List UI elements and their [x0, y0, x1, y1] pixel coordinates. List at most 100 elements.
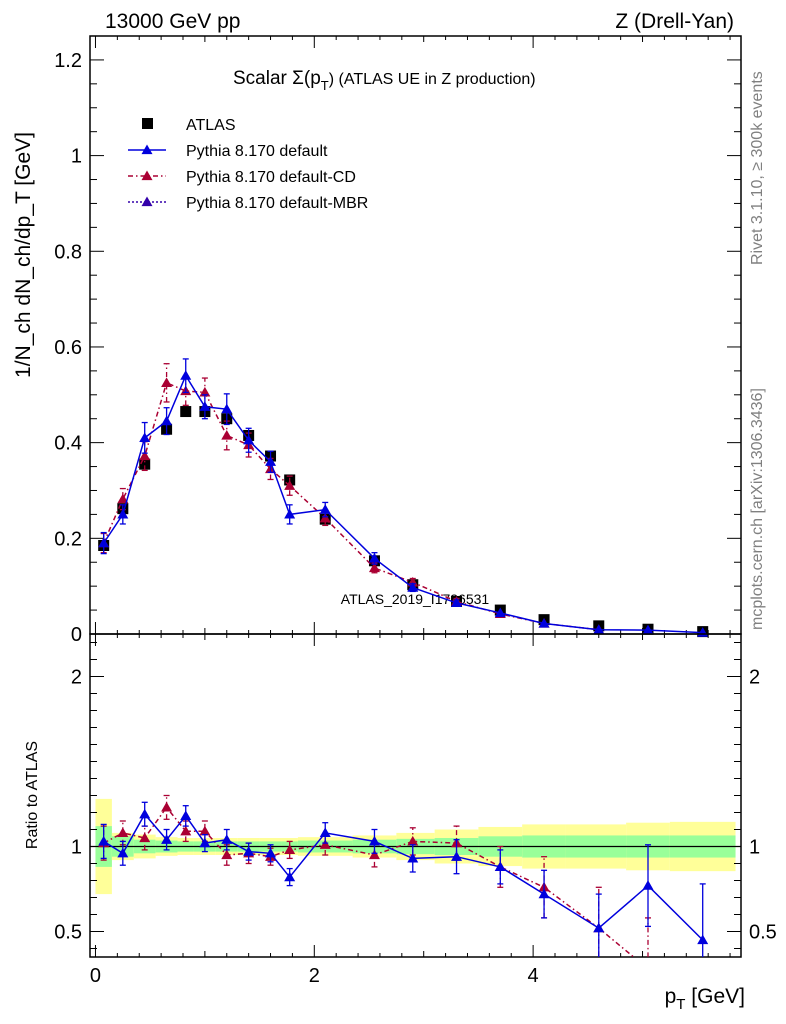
default-marker	[117, 508, 129, 519]
cd-ratio-marker	[319, 839, 331, 849]
default-marker	[161, 415, 173, 426]
ratio-panel: 0.5 0.5 1 1 2 2 0 2 4 Ratio to ATLAS pT [GeV]	[24, 633, 777, 1013]
legend-marker-mbr	[141, 196, 153, 207]
default-marker	[494, 607, 506, 618]
x-axis-label-rest: [GeV]	[685, 985, 745, 1008]
main-axis-ticks	[90, 35, 741, 635]
x-axis-label-sub: T	[676, 996, 685, 1013]
cd-marker	[117, 493, 129, 504]
default-ratio-marker	[642, 880, 654, 890]
main-panel: 00.20.40.60.811.2 ATLAS_2019_I1736531 Sc…	[12, 35, 742, 646]
default-ratio-marker	[494, 861, 506, 872]
default-ratio-marker	[538, 888, 550, 899]
main-title-rest: ) (ATLAS UE in Z production)	[329, 71, 536, 88]
atlas-data-point	[180, 406, 192, 418]
default-marker	[243, 434, 255, 445]
default-ratio-marker	[368, 835, 380, 846]
default-ratio-marker	[284, 871, 296, 882]
cd-ratio-marker	[221, 849, 233, 860]
ratio-plot-area	[98, 794, 709, 957]
default-ratio-marker	[265, 847, 277, 858]
default-marker	[642, 624, 654, 635]
default-marker	[265, 456, 277, 466]
legend-marker-default	[141, 144, 153, 155]
default-ratio-marker	[161, 834, 173, 844]
header-left-label: 13000 GeV pp	[105, 10, 240, 33]
main-y-tick-label: 1.2	[54, 50, 82, 72]
cd-marker	[319, 512, 331, 523]
default-ratio-marker	[98, 835, 110, 846]
default-marker	[139, 432, 151, 442]
legend-label-default: Pythia 8.170 default	[186, 143, 328, 160]
default-ratio-marker	[697, 934, 709, 945]
default-marker	[180, 370, 192, 380]
main-y-tick-labels: 0 0.2 0.4 0.6 0.8 1 1.2	[54, 50, 82, 646]
cd-ratio-marker	[284, 844, 296, 855]
main-y-axis-label: 1/N_ch dN_ch/dp_T [GeV]	[12, 132, 35, 378]
ratio-y-tick-label: 2	[71, 667, 82, 689]
atlas-data-point	[139, 458, 151, 470]
x-tick-labels: 0 2 4	[90, 965, 539, 987]
ratio-axis-ticks	[90, 634, 741, 957]
default-marker	[593, 624, 605, 634]
default-ratio-marker	[407, 852, 419, 863]
cd-marker	[368, 562, 380, 573]
header-right-label: Z (Drell-Yan)	[615, 10, 734, 33]
x-tick-label: 0	[90, 965, 101, 987]
main-y-tick-label: 0.2	[54, 528, 82, 550]
main-y-tick-label: 0.6	[54, 337, 82, 359]
legend-label-cd: Pythia 8.170 default-CD	[186, 169, 356, 186]
default-marker	[284, 508, 296, 519]
cd-marker	[199, 386, 211, 397]
x-tick-label: 2	[309, 965, 320, 987]
ratio-y-tick-labels: 0.5 0.5 1 1 2 2	[54, 667, 777, 944]
main-y-tick-label: 0.8	[54, 241, 82, 263]
main-title: Scalar Σ(pT) (ATLAS UE in Z production)	[233, 68, 536, 93]
cd-ratio-marker	[199, 825, 211, 836]
default-ratio-marker	[180, 810, 192, 821]
cd-marker	[221, 429, 233, 440]
main-y-tick-label: 0	[71, 624, 82, 646]
main-title-sub: T	[321, 78, 329, 93]
default-ratio-marker	[139, 808, 151, 819]
default-marker	[98, 537, 110, 548]
default-marker	[221, 403, 233, 414]
ratio-y-tick-label-right: 1	[749, 837, 760, 859]
legend-marker-cd	[141, 170, 153, 181]
main-y-tick-label: 0.4	[54, 433, 82, 455]
legend-label-mbr: Pythia 8.170 default-MBR	[186, 195, 368, 212]
default-ratio-marker	[243, 846, 255, 856]
main-plot-area	[98, 358, 709, 638]
cd-marker	[161, 377, 173, 387]
default-marker	[538, 617, 550, 628]
ratio-y-tick-label-right: 0.5	[749, 922, 777, 944]
default-marker	[199, 401, 211, 411]
cd-ratio-marker	[139, 832, 151, 843]
x-axis-label: pT [GeV]	[665, 985, 745, 1013]
cd-ratio-marker	[368, 849, 380, 860]
x-tick-label: 4	[528, 965, 539, 987]
default-marker	[368, 552, 380, 563]
ratio-frame	[89, 633, 742, 958]
cd-marker	[284, 480, 296, 490]
cd-ratio-marker	[117, 827, 129, 838]
cd-ratio-line	[103, 806, 635, 957]
default-ratio-marker	[593, 922, 605, 933]
side-label-top: Rivet 3.1.10, ≥ 300k events	[749, 71, 766, 265]
ratio-series-group	[98, 794, 709, 957]
main-title-main: Scalar Σ(p	[233, 68, 321, 89]
x-axis-label-main: p	[665, 985, 677, 1008]
ratio-y-tick-label: 0.5	[54, 922, 82, 944]
legend: ATLAS Pythia 8.170 default Pythia 8.170 de…	[128, 117, 368, 212]
default-marker	[451, 597, 463, 608]
default-ratio-marker	[319, 827, 331, 838]
default-marker	[407, 582, 419, 592]
cd-ratio-marker	[161, 801, 173, 812]
main-y-tick-label: 1	[71, 146, 82, 168]
cd-marker	[139, 450, 151, 461]
ratio-y-axis-label: Ratio to ATLAS	[24, 741, 41, 849]
default-ratio-marker	[117, 847, 129, 858]
side-label-bottom: mcplots.cern.ch [arXiv:1306.3436]	[749, 388, 766, 630]
default-ratio-marker	[451, 851, 463, 861]
